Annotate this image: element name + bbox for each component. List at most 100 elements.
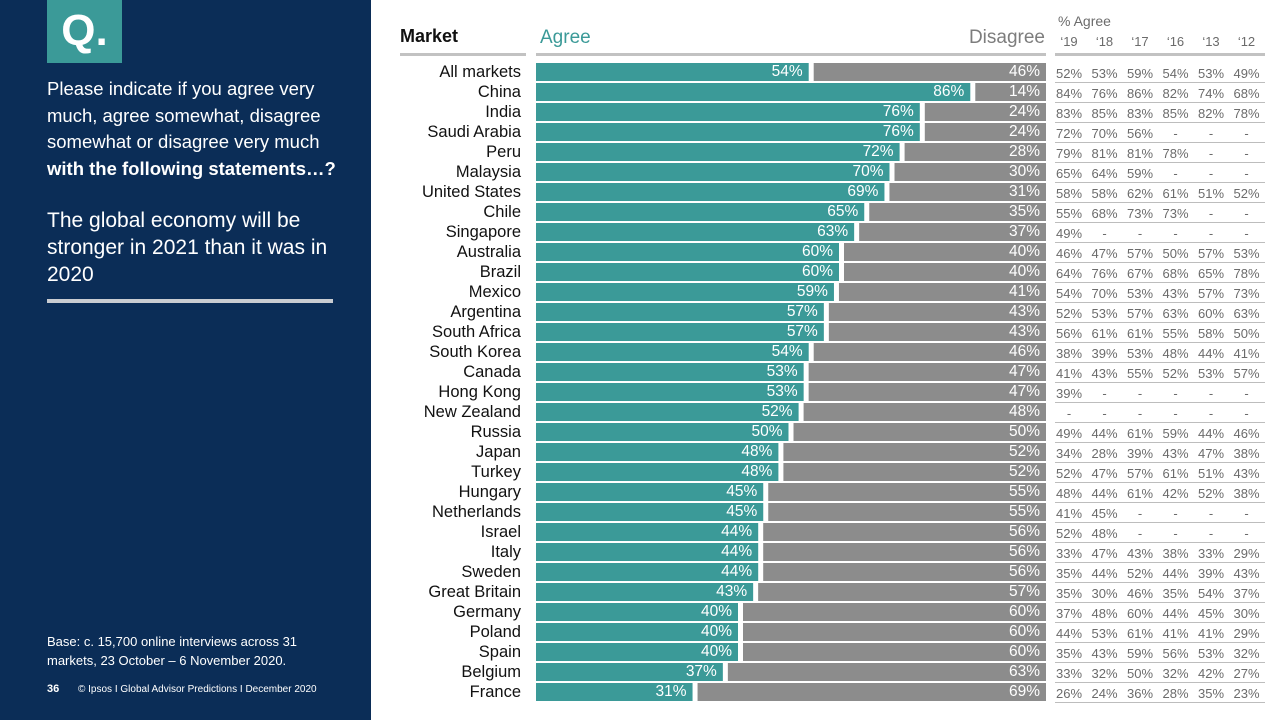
disagree-bar — [763, 523, 1046, 541]
disagree-value-label: 56% — [1008, 563, 1040, 580]
statement-text: The global economy will be stronger in 2… — [47, 209, 328, 286]
trend-value: 52% — [1055, 66, 1083, 81]
trend-row-divider — [1055, 542, 1265, 543]
agree-value-label: 72% — [862, 143, 894, 160]
disagree-bar — [697, 683, 1046, 701]
trend-value: 55% — [1055, 206, 1083, 221]
trend-value: 49% — [1055, 426, 1083, 441]
trend-value: 73% — [1126, 206, 1154, 221]
footer-text: © Ipsos I Global Advisor Predictions I D… — [78, 684, 317, 695]
trend-value: 85% — [1162, 106, 1189, 121]
trend-value: 53% — [1197, 366, 1225, 381]
trend-value: 33% — [1055, 546, 1083, 561]
trend-year-header: ‘19 — [1060, 34, 1078, 49]
trend-value: 49% — [1055, 226, 1083, 241]
trend-value: 32% — [1233, 646, 1260, 661]
trend-value: - — [1244, 166, 1249, 181]
agree-value-label: 60% — [801, 263, 833, 280]
market-label: United States — [421, 183, 521, 201]
agree-bar — [536, 343, 809, 361]
market-label: Sweden — [461, 563, 521, 581]
trend-value: 30% — [1091, 586, 1118, 601]
disagree-value-label: 60% — [1008, 623, 1040, 640]
agree-bar — [536, 463, 779, 481]
trend-value: 35% — [1162, 586, 1189, 601]
trend-row-divider — [1055, 402, 1265, 403]
trend-row-divider — [1055, 422, 1265, 423]
trend-value: 34% — [1055, 446, 1083, 461]
market-label: China — [477, 83, 521, 101]
trend-value: 59% — [1126, 646, 1154, 661]
trend-row-divider — [1055, 602, 1265, 603]
trend-value: - — [1244, 146, 1249, 161]
agree-bar — [536, 283, 834, 301]
page-number: 36 — [47, 683, 60, 695]
trend-value: 64% — [1091, 166, 1118, 181]
agree-bar — [536, 63, 809, 81]
trend-value: 41% — [1162, 626, 1189, 641]
trend-value: - — [1208, 166, 1214, 181]
agree-bar — [536, 663, 723, 681]
trend-row-divider — [1055, 82, 1265, 83]
trend-value: 44% — [1091, 426, 1118, 441]
disagree-bar — [803, 403, 1046, 421]
trend-value: 73% — [1162, 206, 1189, 221]
trend-value: 49% — [1233, 66, 1260, 81]
trend-value: 63% — [1162, 306, 1189, 321]
disagree-bar — [844, 243, 1046, 261]
trend-value: 35% — [1055, 646, 1083, 661]
trend-value: 42% — [1162, 486, 1189, 501]
trend-value: 44% — [1162, 566, 1189, 581]
agree-value-label: 76% — [882, 123, 914, 140]
disagree-value-label: 43% — [1008, 323, 1040, 340]
market-label: Argentina — [450, 303, 521, 321]
trend-value: 45% — [1197, 606, 1225, 621]
market-label: Canada — [463, 363, 521, 381]
trend-value: 65% — [1197, 266, 1225, 281]
agree-value-label: 40% — [700, 643, 732, 660]
disagree-bar — [869, 203, 1046, 221]
disagree-bar — [783, 463, 1046, 481]
trend-row-divider — [1055, 222, 1265, 223]
trend-value: 61% — [1126, 326, 1154, 341]
trend-value: 61% — [1162, 186, 1189, 201]
question-badge-letter: Q. — [61, 6, 108, 55]
trend-value: 60% — [1197, 306, 1225, 321]
trend-value: - — [1102, 386, 1107, 401]
agree-value-label: 44% — [721, 563, 753, 580]
market-label: Italy — [490, 543, 521, 561]
disagree-bar — [889, 183, 1046, 201]
disagree-value-label: 69% — [1008, 683, 1040, 700]
trend-value: - — [1173, 406, 1178, 421]
market-label: Singapore — [445, 223, 521, 241]
trend-value: 38% — [1233, 446, 1260, 461]
trend-value: - — [1173, 506, 1178, 521]
trend-value: 43% — [1162, 286, 1189, 301]
market-label: Australia — [456, 243, 521, 261]
trend-value: - — [1137, 506, 1143, 521]
trend-value: - — [1208, 226, 1214, 241]
disagree-value-label: 40% — [1008, 263, 1040, 280]
trend-value: 59% — [1126, 166, 1154, 181]
market-label: Israel — [480, 523, 521, 541]
disagree-column-header: Disagree — [968, 27, 1045, 48]
agree-bar — [536, 683, 693, 701]
trend-value: 43% — [1091, 366, 1118, 381]
trend-value: 56% — [1055, 326, 1083, 341]
trend-value: 59% — [1126, 66, 1154, 81]
trend-value: 53% — [1091, 626, 1118, 641]
trend-value: 58% — [1197, 326, 1225, 341]
trend-row-divider — [1055, 102, 1265, 103]
trend-value: 78% — [1233, 106, 1260, 121]
trend-value: 63% — [1233, 306, 1260, 321]
trend-row-divider — [1055, 562, 1265, 563]
trend-value: - — [1244, 526, 1249, 541]
trend-value: 48% — [1091, 606, 1118, 621]
trend-value: 47% — [1197, 446, 1225, 461]
trend-value: 68% — [1162, 266, 1189, 281]
trend-row-divider — [1055, 622, 1265, 623]
agree-bar — [536, 443, 779, 461]
trend-value: 61% — [1126, 486, 1154, 501]
trend-row-divider — [1055, 382, 1265, 383]
disagree-value-label: 28% — [1008, 143, 1040, 160]
